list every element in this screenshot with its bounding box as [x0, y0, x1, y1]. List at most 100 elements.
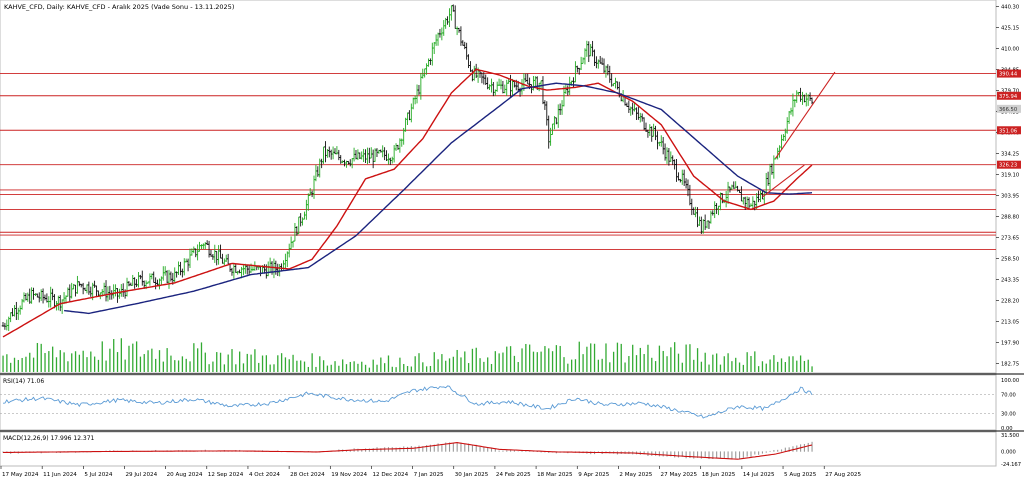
- volume-bar: [563, 357, 565, 372]
- volume-bar: [166, 348, 168, 372]
- volume-bar: [658, 345, 661, 372]
- macd-histogram-bar: [407, 446, 409, 452]
- macd-histogram-bar: [712, 451, 714, 459]
- macd-histogram-bar: [437, 443, 439, 452]
- volume-bar: [197, 348, 199, 372]
- macd-histogram-bar: [803, 443, 805, 452]
- volume-bar: [777, 361, 779, 372]
- volume-bar: [685, 344, 687, 372]
- volume-bar: [796, 360, 798, 372]
- volume-bar: [593, 343, 596, 372]
- volume-bar: [63, 352, 65, 372]
- macd-histogram-bar: [777, 449, 779, 452]
- macd-histogram-bar: [490, 448, 493, 452]
- volume-bar: [548, 348, 550, 372]
- volume-bar: [86, 357, 88, 372]
- volume-bar: [597, 359, 600, 372]
- volume-bar: [487, 357, 489, 372]
- volume-bar: [414, 356, 416, 372]
- macd-histogram-bar: [662, 451, 664, 457]
- macd-histogram-bar: [513, 450, 515, 452]
- macd-histogram-bar: [525, 450, 527, 452]
- volume-bar: [628, 356, 630, 372]
- volume-bar: [273, 364, 275, 372]
- macd-histogram-bar: [700, 451, 702, 459]
- volume-bar: [326, 365, 329, 372]
- macd-histogram-bar: [464, 444, 466, 452]
- volume-bar: [223, 364, 226, 372]
- volume-bar: [101, 341, 103, 372]
- volume-bar: [483, 361, 485, 372]
- volume-bar: [632, 344, 634, 372]
- volume-bar: [32, 357, 35, 372]
- y-tick-label: 213.05: [1001, 320, 1019, 326]
- volume-bar: [811, 366, 813, 372]
- macd-histogram-bar: [758, 451, 760, 455]
- volume-bar: [200, 342, 203, 372]
- volume-bar: [723, 356, 725, 372]
- volume-bar: [494, 351, 496, 372]
- rsi-tick-label: 100.00: [1001, 378, 1019, 384]
- volume-bar: [624, 362, 626, 372]
- volume-bar: [357, 363, 359, 372]
- macd-title: MACD(12,26,9) 17.996 12.371: [3, 435, 95, 442]
- macd-histogram-bar: [727, 451, 729, 459]
- macd-histogram-bar: [723, 451, 725, 459]
- trendline[interactable]: [775, 71, 836, 159]
- price-tag: [997, 126, 1021, 135]
- macd-histogram-bar: [765, 451, 767, 453]
- x-tick-label: 18 Jun 2025: [702, 472, 736, 478]
- volume-bar: [6, 354, 8, 372]
- y-tick-label: 243.35: [1001, 278, 1019, 284]
- volume-bar: [654, 361, 657, 372]
- x-tick-label: 29 Jul 2024: [125, 472, 157, 478]
- rsi-panel[interactable]: [0, 374, 997, 431]
- volume-bar: [578, 341, 580, 372]
- volume-bar: [254, 349, 256, 372]
- volume-bar: [807, 359, 809, 372]
- macd-histogram-bar: [738, 451, 741, 460]
- volume-bar: [235, 364, 237, 372]
- volume-bar: [311, 353, 313, 372]
- volume-bar: [601, 358, 603, 372]
- trendline[interactable]: [762, 164, 805, 198]
- volume-bar: [651, 357, 653, 372]
- x-tick-label: 19 Nov 2024: [331, 472, 367, 478]
- volume-bar: [284, 357, 287, 372]
- volume-bar: [139, 356, 142, 372]
- volume-bar: [193, 343, 195, 372]
- y-tick-label: 379.70: [1001, 89, 1019, 95]
- macd-histogram-bar: [792, 446, 794, 452]
- volume-bar: [29, 352, 31, 372]
- volume-bar: [353, 361, 355, 372]
- macd-histogram-bar: [773, 450, 775, 452]
- price-panel[interactable]: [0, 0, 997, 374]
- price-tag: [997, 91, 1021, 100]
- macd-histogram-bar: [414, 446, 416, 452]
- volume-bar: [452, 356, 454, 372]
- volume-bar: [143, 354, 145, 372]
- y-tick-label: 440.30: [1001, 5, 1019, 11]
- volume-bar: [135, 341, 138, 372]
- macd-histogram-bar: [487, 447, 489, 452]
- volume-bar: [456, 349, 458, 372]
- x-tick-label: 12 Sep 2024: [208, 472, 244, 478]
- volume-bar: [261, 355, 264, 372]
- volume-bar: [738, 362, 741, 372]
- volume-bar: [727, 353, 729, 372]
- volume-bar: [368, 367, 371, 372]
- volume-bar: [490, 363, 493, 372]
- volume-bar: [307, 366, 309, 372]
- volume-bar: [170, 355, 172, 372]
- macd-histogram-bar: [441, 444, 443, 452]
- x-tick-label: 30 Jan 2025: [455, 472, 489, 478]
- x-tick-label: 27 May 2025: [661, 472, 698, 478]
- volume-bar: [372, 359, 374, 372]
- price-tag-label: 390.44: [999, 72, 1018, 78]
- volume-bar: [151, 348, 153, 372]
- macd-histogram-bar: [643, 451, 645, 455]
- y-tick-label: 197.90: [1001, 341, 1019, 347]
- volume-bar: [551, 351, 554, 372]
- volume-bar: [536, 352, 538, 372]
